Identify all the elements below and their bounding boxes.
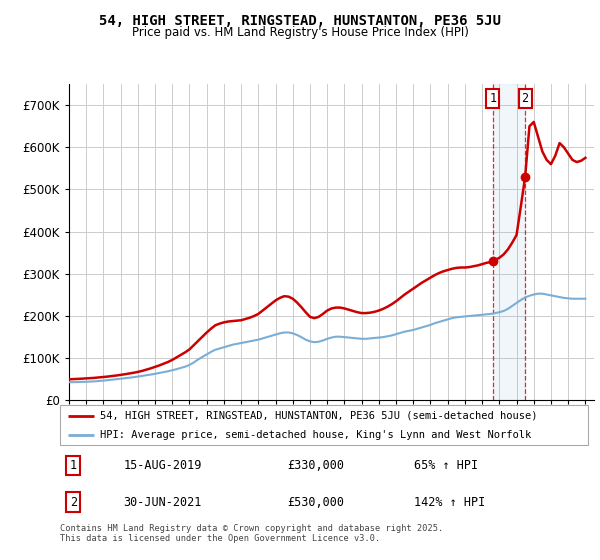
Text: £330,000: £330,000 bbox=[287, 459, 344, 472]
Text: £530,000: £530,000 bbox=[287, 496, 344, 509]
Text: 142% ↑ HPI: 142% ↑ HPI bbox=[414, 496, 485, 509]
Text: 2: 2 bbox=[521, 92, 529, 105]
Text: 30-JUN-2021: 30-JUN-2021 bbox=[124, 496, 202, 509]
Text: 54, HIGH STREET, RINGSTEAD, HUNSTANTON, PE36 5JU: 54, HIGH STREET, RINGSTEAD, HUNSTANTON, … bbox=[99, 14, 501, 28]
Text: Price paid vs. HM Land Registry's House Price Index (HPI): Price paid vs. HM Land Registry's House … bbox=[131, 26, 469, 39]
Text: 54, HIGH STREET, RINGSTEAD, HUNSTANTON, PE36 5JU (semi-detached house): 54, HIGH STREET, RINGSTEAD, HUNSTANTON, … bbox=[100, 411, 537, 421]
Text: 65% ↑ HPI: 65% ↑ HPI bbox=[414, 459, 478, 472]
Text: Contains HM Land Registry data © Crown copyright and database right 2025.
This d: Contains HM Land Registry data © Crown c… bbox=[60, 524, 443, 543]
Text: 1: 1 bbox=[70, 459, 77, 472]
Text: 15-AUG-2019: 15-AUG-2019 bbox=[124, 459, 202, 472]
Bar bbox=[493, 84, 525, 400]
FancyBboxPatch shape bbox=[60, 405, 588, 445]
Text: 2: 2 bbox=[70, 496, 77, 509]
Text: 1: 1 bbox=[489, 92, 496, 105]
Text: HPI: Average price, semi-detached house, King's Lynn and West Norfolk: HPI: Average price, semi-detached house,… bbox=[100, 430, 531, 440]
